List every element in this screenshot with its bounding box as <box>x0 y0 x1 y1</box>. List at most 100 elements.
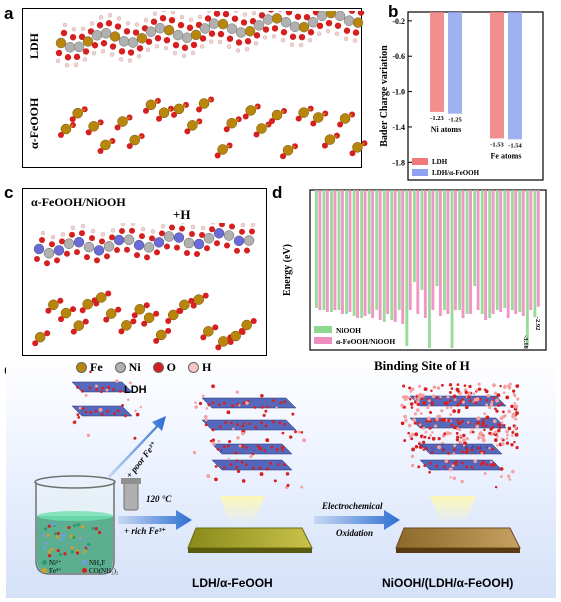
chart-d-bar <box>318 190 322 310</box>
autoclave-icon <box>121 478 141 511</box>
beaker-legend-label: Fe³⁺ <box>49 567 62 575</box>
panel-c-box: α-FeOOH/NiOOH +H <box>22 188 267 356</box>
schematic-graphics <box>34 370 521 575</box>
chart-b-data-label: -1.53 <box>490 141 504 148</box>
panel-c-letter: c <box>4 183 14 202</box>
panel-a-box: LDH α-FeOOH <box>22 8 368 168</box>
chart-d-legend-label: NiOOH <box>336 326 361 335</box>
chart-b-ytick-label: -0.2 <box>392 17 405 26</box>
atom-legend-label: O <box>166 360 176 374</box>
chart-d-bar <box>469 190 472 314</box>
chart-d-bar <box>378 190 382 320</box>
chart-b-bar <box>490 12 504 139</box>
atom-legend-item: Ni <box>114 360 141 375</box>
chart-d-bar <box>382 190 386 322</box>
atom-dot-icon <box>152 362 164 373</box>
beaker-legend-item: Ni²⁺ <box>42 559 82 567</box>
chart-d-bar <box>393 190 397 322</box>
substrate-niooh <box>395 527 521 549</box>
atom-dot-icon <box>114 362 126 373</box>
chart-b-ytick-label: -1.4 <box>392 123 405 132</box>
chart-d-bar <box>454 190 457 310</box>
chart-d-bar <box>484 190 488 320</box>
chart-d-bar <box>375 190 379 310</box>
chart-b-bar <box>448 12 462 114</box>
beaker-legend-label: CO(NH₂)₂ <box>89 567 119 575</box>
chart-d-bar <box>465 190 469 314</box>
panel-d-letter: d <box>272 183 283 202</box>
chart-d-bar <box>473 190 477 286</box>
chart-d-bar <box>360 190 364 318</box>
atom-legend-label: Ni <box>128 360 141 374</box>
chart-b-category-label: Ni atoms <box>431 125 461 134</box>
chart-b-frame <box>407 11 544 181</box>
atom-legend: Fe Ni O H <box>76 360 211 375</box>
chart-d-bar <box>446 190 450 314</box>
chart-d-bar <box>450 190 454 348</box>
chart-d-bar <box>416 190 420 314</box>
chart-d-bar <box>397 190 401 310</box>
chart-d-bar <box>495 190 499 310</box>
arrow-to-feooh <box>118 510 192 530</box>
chart-d-bar <box>458 190 462 310</box>
chart-d-legend-label: α-FeOOH/NiOOH <box>336 337 395 346</box>
temp-text: 120 °C <box>146 494 172 504</box>
chart-b-legend-swatch <box>412 158 428 165</box>
chart-b-ytick-label: -1.0 <box>392 88 405 97</box>
beaker-legend-label: NH₄F <box>89 559 106 567</box>
chart-d-bar <box>345 190 349 314</box>
chart-d-bar <box>499 190 503 312</box>
chart-b-ylabel: Bader Charge variation <box>379 45 390 147</box>
chart-d-bar <box>363 190 367 316</box>
chart-d-annotation: -2.92 <box>534 317 541 331</box>
chart-d-bar <box>315 190 318 308</box>
binding-site-title: Binding Site of H <box>374 358 470 373</box>
substrate-ldh-feooh <box>187 527 313 549</box>
atom-legend-label: H <box>202 360 212 374</box>
chart-d-bar <box>330 190 333 312</box>
chart-d-bar <box>506 190 510 318</box>
chart-d-bar <box>461 190 465 318</box>
chart-d-bar <box>390 190 394 320</box>
arrow-oxidation <box>314 510 400 530</box>
ldh-label: LDH <box>27 32 41 59</box>
chart-b-category-label: Fe atoms <box>491 151 522 160</box>
bader-charge-chart: -0.2 -0.6 -1.0 -1.4 -1.8 Bader Charge variati… <box>379 11 544 181</box>
chart-d-bar <box>428 190 431 348</box>
chart-d-bar <box>405 190 409 346</box>
ldh-text: LDH <box>124 384 147 396</box>
chart-d-bar <box>510 190 514 310</box>
synthesis-schematic: Fe Ni O H Binding Site of H <box>6 356 556 598</box>
chart-d-legend-swatch <box>314 326 332 333</box>
chart-d-bar <box>503 190 507 308</box>
chart-d-bar <box>408 190 412 310</box>
chart-d-bar <box>352 190 356 316</box>
chart-b-legend-label: LDH/α-FeOOH <box>432 169 480 177</box>
atom-legend-item: H <box>188 360 211 375</box>
chart-d-bar <box>518 190 522 312</box>
chart-d-bar <box>348 190 352 312</box>
chart-d-bar <box>420 190 424 290</box>
chart-d-bar <box>529 190 533 310</box>
chart-d-bar <box>525 190 529 346</box>
atom-dot-icon <box>76 362 87 373</box>
chart-d-bar <box>491 190 495 314</box>
chart-b-data-label: -1.23 <box>430 115 444 122</box>
arrow-to-ldh <box>108 416 166 478</box>
beaker-legend-item: Fe³⁺ <box>42 567 82 575</box>
chart-d-bar <box>337 190 341 310</box>
beaker-legend-item: NH₄F <box>82 559 122 567</box>
atom-legend-label: Fe <box>90 360 103 374</box>
product1-label: LDH/α-FeOOH <box>192 576 273 590</box>
chart-d-bar <box>536 190 540 307</box>
electro-text-2: Oxidation <box>336 528 374 538</box>
feooh-niooh-title: α-FeOOH/NiOOH <box>31 195 126 209</box>
chart-d-bar <box>367 190 371 314</box>
beaker-legend: Ni²⁺ NH₄F Fe³⁺ CO(NH₂)₂ <box>42 559 122 575</box>
chart-d-bar <box>488 190 492 318</box>
chart-d-ylabel: Energy (eV) <box>282 244 293 296</box>
electro-text-1: Electrochemical <box>322 501 383 511</box>
chart-d-bar <box>480 190 484 314</box>
chart-b-data-label: -1.54 <box>508 142 522 149</box>
chart-b-legend-label: LDH <box>432 158 448 166</box>
